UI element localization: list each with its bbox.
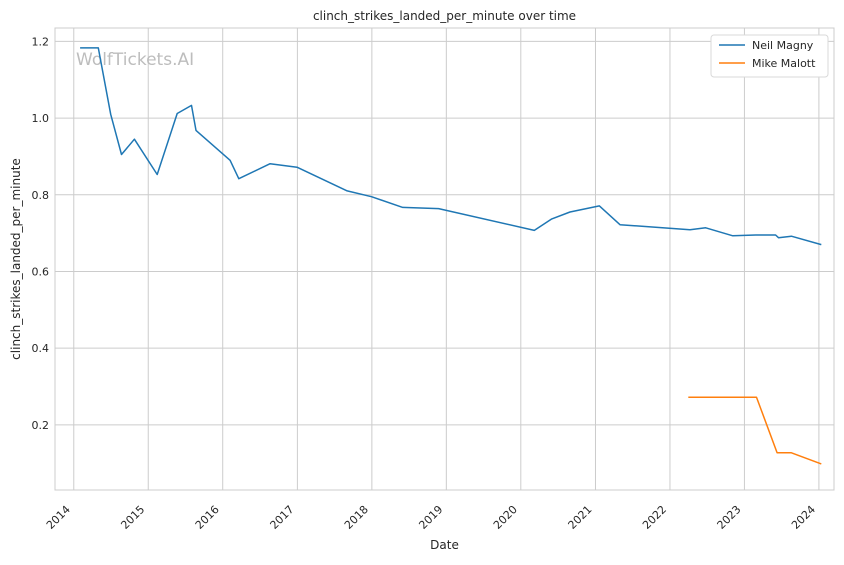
y-tick-label: 1.0 — [32, 112, 50, 125]
legend: Neil Magny Mike Malott — [710, 34, 829, 78]
x-tick-label: 2022 — [640, 503, 669, 532]
watermark: WolfTickets.AI — [76, 50, 194, 70]
y-tick-label: 0.2 — [32, 419, 50, 432]
x-tick-label: 2021 — [566, 503, 595, 532]
x-tick-label: 2023 — [715, 503, 744, 532]
x-tick-labels: 2014 2015 2016 2017 2018 2019 2020 2021 2022 2023… — [44, 503, 818, 532]
grid-lines — [55, 28, 834, 490]
y-axis-title: clinch_strikes_landed_per_minute — [9, 158, 23, 360]
legend-label: Mike Malott — [752, 57, 816, 70]
chart-title: clinch_strikes_landed_per_minute over ti… — [313, 9, 576, 23]
plot-frame — [54, 27, 835, 491]
y-tick-label: 1.2 — [32, 35, 50, 48]
x-axis-title: Date — [430, 538, 459, 552]
y-tick-label: 0.8 — [32, 189, 50, 202]
y-tick-label: 0.4 — [32, 342, 50, 355]
series-line-mike-malott — [688, 396, 822, 465]
plot-background — [55, 28, 834, 490]
series-line-neil-magny — [80, 47, 822, 246]
x-tick-label: 2017 — [268, 503, 297, 532]
series-lines — [80, 47, 822, 465]
y-tick-label: 0.6 — [32, 265, 50, 278]
x-tick-label: 2019 — [416, 503, 445, 532]
x-tick-label: 2018 — [342, 503, 371, 532]
legend-label: Neil Magny — [752, 39, 814, 52]
x-tick-label: 2015 — [118, 503, 147, 532]
x-tick-label: 2016 — [193, 503, 222, 532]
y-tick-labels: 0.2 0.4 0.6 0.8 1.0 1.2 — [32, 35, 50, 431]
x-tick-label: 2024 — [789, 503, 818, 532]
legend-items: Neil Magny Mike Malott — [719, 39, 816, 70]
x-tick-label: 2014 — [44, 503, 73, 532]
x-tick-label: 2020 — [491, 503, 520, 532]
